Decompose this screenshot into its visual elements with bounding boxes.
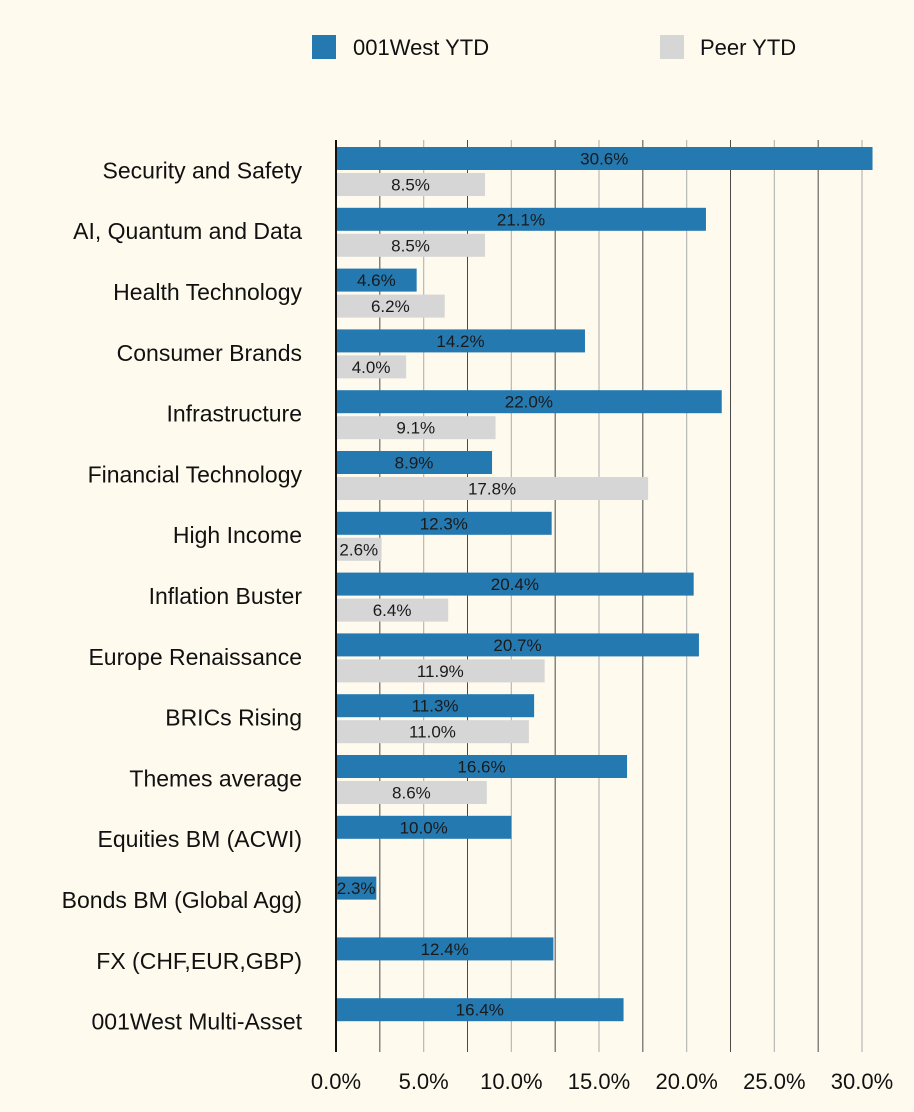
data-label: 14.2% — [436, 332, 484, 351]
bar-peer — [336, 233, 486, 257]
category-label: Infrastructure — [167, 401, 303, 427]
data-label: 11.3% — [412, 697, 459, 716]
data-label: 20.7% — [493, 636, 541, 655]
bar-peer — [336, 537, 382, 561]
bar-001west — [336, 633, 699, 657]
data-label: 6.2% — [371, 297, 410, 316]
data-label: 11.0% — [409, 723, 456, 742]
data-label: 4.6% — [357, 271, 396, 290]
bar-001west — [336, 755, 628, 778]
bar-001west — [336, 451, 493, 474]
data-label: 11.9% — [417, 662, 464, 681]
bar-001west — [336, 329, 585, 353]
category-label: Themes average — [129, 765, 302, 791]
x-tick-label: 10.0% — [480, 1069, 542, 1094]
data-label: 12.3% — [420, 514, 468, 533]
data-label: 12.4% — [421, 940, 469, 959]
category-label: Consumer Brands — [117, 340, 302, 366]
category-label: Health Technology — [113, 279, 302, 305]
category-label: Europe Renaissance — [88, 644, 302, 670]
bar-peer — [336, 173, 486, 196]
legend-swatch-001west — [312, 35, 336, 59]
data-label: 10.0% — [400, 818, 448, 837]
category-label: High Income — [173, 522, 302, 548]
bar-001west — [336, 694, 535, 718]
x-tick-label: 25.0% — [743, 1069, 805, 1094]
bar-001west — [336, 390, 722, 414]
x-tick-label: 15.0% — [568, 1069, 630, 1094]
bar-001west — [336, 572, 694, 596]
bar-peer — [336, 781, 487, 804]
data-label: 8.6% — [392, 784, 431, 803]
category-label: Financial Technology — [88, 461, 303, 487]
x-tick-label: 0.0% — [311, 1069, 361, 1094]
legend-label: Peer YTD — [700, 35, 796, 60]
bar-001west — [336, 147, 873, 170]
category-label: Inflation Buster — [149, 583, 303, 609]
bar-001west — [336, 876, 377, 900]
bar-001west — [336, 511, 552, 535]
data-label: 8.5% — [391, 236, 430, 255]
category-label: Security and Safety — [103, 157, 303, 183]
bar-001west — [336, 268, 417, 292]
data-label: 17.8% — [468, 480, 516, 499]
bar-peer — [336, 416, 496, 440]
bar-peer — [336, 659, 545, 683]
x-tick-label: 20.0% — [655, 1069, 717, 1094]
bar-peer — [336, 294, 445, 318]
x-tick-label: 30.0% — [831, 1069, 893, 1094]
bar-peer — [336, 720, 529, 744]
category-label: 001West Multi-Asset — [92, 1009, 303, 1035]
bar-peer — [336, 598, 449, 622]
data-label: 6.4% — [373, 601, 412, 620]
data-label: 30.6% — [580, 150, 628, 169]
category-label: AI, Quantum and Data — [73, 218, 302, 244]
category-label: BRICs Rising — [165, 705, 302, 731]
category-label: Bonds BM (Global Agg) — [62, 887, 302, 913]
bar-001west — [336, 207, 706, 231]
data-label: 16.6% — [457, 758, 505, 777]
data-label: 22.0% — [505, 393, 553, 412]
data-label: 20.4% — [491, 575, 539, 594]
category-label: Equities BM (ACWI) — [98, 826, 302, 852]
bar-001west — [336, 815, 512, 839]
data-label: 2.3% — [337, 879, 376, 898]
bar-peer — [336, 355, 407, 379]
category-label: FX (CHF,EUR,GBP) — [96, 948, 302, 974]
bar-peer — [336, 477, 649, 500]
bar-001west — [336, 998, 624, 1022]
data-label: 21.1% — [497, 210, 545, 229]
data-label: 4.0% — [352, 358, 391, 377]
data-label: 2.6% — [339, 540, 378, 559]
data-label: 16.4% — [456, 1001, 504, 1020]
data-label: 8.9% — [395, 454, 434, 473]
data-label: 8.5% — [391, 176, 430, 195]
legend-swatch-peer — [660, 35, 684, 59]
data-label: 9.1% — [396, 419, 435, 438]
x-tick-label: 5.0% — [399, 1069, 449, 1094]
legend-label: 001West YTD — [353, 35, 489, 60]
bar-001west — [336, 937, 554, 961]
